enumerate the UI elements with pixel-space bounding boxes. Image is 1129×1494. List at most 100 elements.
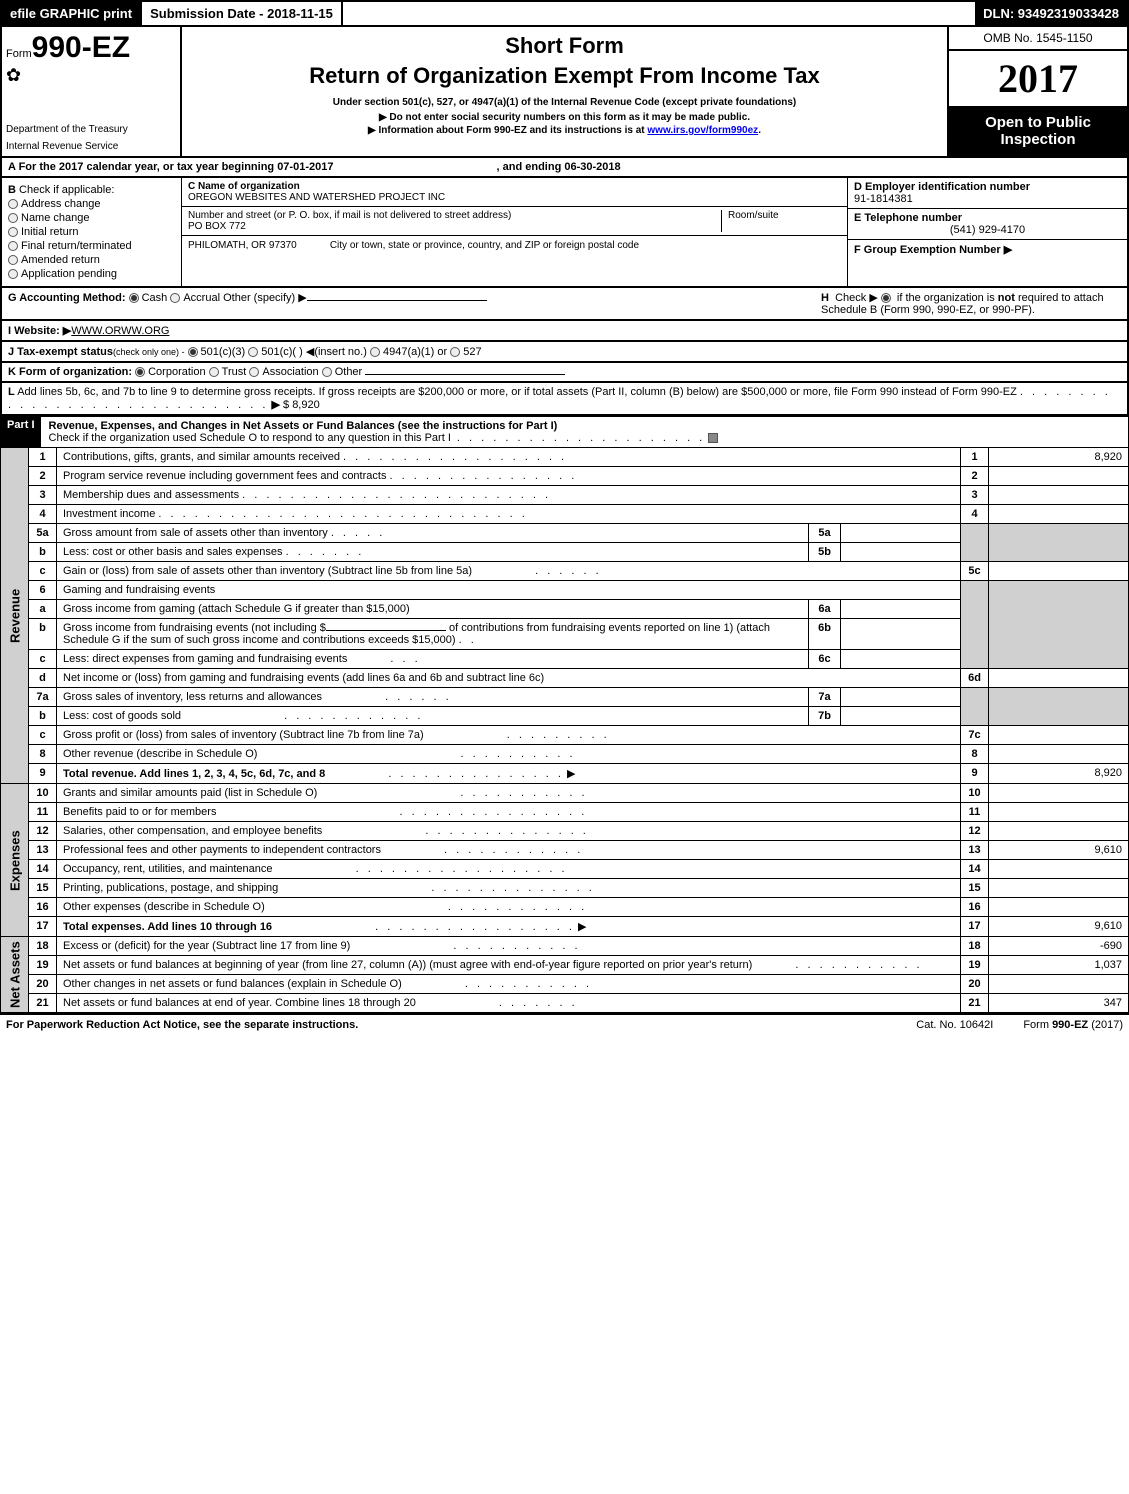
line13-box: 13 (961, 841, 989, 860)
section-c: C Name of organization OREGON WEBSITES A… (182, 178, 847, 286)
line13-num: 13 (29, 841, 57, 860)
form-footer-prefix: Form (1023, 1019, 1052, 1031)
phone-label: E Telephone number (854, 212, 962, 224)
line1-box: 1 (961, 448, 989, 467)
radio-trust[interactable] (209, 367, 219, 377)
line11-box: 11 (961, 803, 989, 822)
ein-value: 91-1814381 (854, 193, 1121, 205)
section-l-text: Add lines 5b, 6c, and 7b to line 9 to de… (17, 386, 1017, 398)
line17-text: Total expenses. Add lines 10 through 16 (63, 921, 272, 933)
room-label: Room/suite (728, 210, 841, 221)
form-footer-form: 990-EZ (1052, 1019, 1088, 1031)
line9-box: 9 (961, 764, 989, 784)
checkbox-amended-return[interactable] (8, 255, 18, 265)
dept-treasury: Department of the Treasury (6, 124, 176, 135)
line6b-num: b (29, 619, 57, 650)
line8-box: 8 (961, 745, 989, 764)
header-right: OMB No. 1545-1150 2017 Open to Public In… (947, 27, 1127, 156)
line4-amt (989, 505, 1129, 524)
section-k-form-org: K Form of organization: Corporation Trus… (0, 363, 1129, 383)
line6c-text: Less: direct expenses from gaming and fu… (63, 653, 347, 665)
line7b-num: b (29, 707, 57, 726)
radio-501c[interactable] (248, 347, 258, 357)
section-l-letter: L (8, 386, 15, 398)
form-prefix: Form (6, 48, 32, 60)
line7a-text: Gross sales of inventory, less returns a… (63, 691, 322, 703)
line6d-text: Net income or (loss) from gaming and fun… (63, 672, 544, 684)
opt-trust: Trust (222, 366, 247, 378)
other-org-line (365, 374, 565, 375)
line5a-num: 5a (29, 524, 57, 543)
line6d-box: 6d (961, 669, 989, 688)
opt-app-pending: Application pending (21, 268, 117, 280)
line6-num: 6 (29, 581, 57, 600)
line16-box: 16 (961, 898, 989, 917)
line14-num: 14 (29, 860, 57, 879)
line10-box: 10 (961, 784, 989, 803)
page-footer: For Paperwork Reduction Act Notice, see … (0, 1013, 1129, 1035)
section-a-ending: , and ending 06-30-2018 (497, 161, 621, 173)
form-number: 990-EZ (32, 31, 130, 64)
dln-number: DLN: 93492319033428 (975, 2, 1127, 25)
website-value[interactable]: WWW.ORWW.ORG (71, 325, 169, 337)
line15-num: 15 (29, 879, 57, 898)
part1-title: Revenue, Expenses, and Changes in Net As… (49, 420, 558, 432)
line8-num: 8 (29, 745, 57, 764)
radio-other-org[interactable] (322, 367, 332, 377)
line9-amt: 8,920 (989, 764, 1129, 784)
sidelabel-net-assets: Net Assets (1, 937, 29, 1013)
part1-label: Part I (1, 417, 41, 447)
radio-501c3[interactable] (188, 347, 198, 357)
line10-num: 10 (29, 784, 57, 803)
other-specify-line (307, 300, 487, 301)
line9-text: Total revenue. Add lines 1, 2, 3, 4, 5c,… (63, 768, 325, 780)
line12-text: Salaries, other compensation, and employ… (63, 825, 322, 837)
checkbox-final-return[interactable] (8, 241, 18, 251)
city-label: City or town, state or province, country… (330, 240, 639, 251)
radio-corporation[interactable] (135, 367, 145, 377)
line7c-text: Gross profit or (loss) from sales of inv… (63, 729, 424, 741)
line5a-sub: 5a (809, 524, 841, 543)
line18-box: 18 (961, 937, 989, 956)
section-l-arrow: ▶ (271, 399, 279, 411)
info-link[interactable]: www.irs.gov/form990ez (647, 125, 758, 136)
line19-num: 19 (29, 956, 57, 975)
efile-print-button[interactable]: efile GRAPHIC print (2, 2, 142, 25)
opt-other-org: Other (335, 366, 363, 378)
form-org-label: K Form of organization: (8, 366, 132, 378)
checkbox-address-change[interactable] (8, 199, 18, 209)
radio-4947[interactable] (370, 347, 380, 357)
checkbox-schedule-o[interactable] (708, 433, 718, 443)
line2-box: 2 (961, 467, 989, 486)
irs-label: Internal Revenue Service (6, 141, 176, 152)
checkbox-h[interactable] (881, 293, 891, 303)
line2-num: 2 (29, 467, 57, 486)
open-line2: Inspection (953, 131, 1123, 148)
line21-amt: 347 (989, 994, 1129, 1013)
line7a-sub: 7a (809, 688, 841, 707)
line16-amt (989, 898, 1129, 917)
checkbox-initial-return[interactable] (8, 227, 18, 237)
radio-cash[interactable] (129, 293, 139, 303)
checkbox-app-pending[interactable] (8, 269, 18, 279)
website-label: I Website: ▶ (8, 325, 71, 337)
section-a-tax-year: A For the 2017 calendar year, or tax yea… (0, 158, 1129, 178)
line19-amt: 1,037 (989, 956, 1129, 975)
line6a-sub: 6a (809, 600, 841, 619)
org-name-label: C Name of organization (188, 181, 300, 192)
radio-association[interactable] (249, 367, 259, 377)
gross-receipts-amount: $ 8,920 (283, 399, 320, 411)
line18-num: 18 (29, 937, 57, 956)
notice-ssn: ▶ Do not enter social security numbers o… (188, 112, 941, 123)
line5a-text: Gross amount from sale of assets other t… (63, 527, 328, 539)
radio-accrual[interactable] (170, 293, 180, 303)
line6a-num: a (29, 600, 57, 619)
radio-527[interactable] (450, 347, 460, 357)
line20-text: Other changes in net assets or fund bala… (63, 978, 402, 990)
ein-label: D Employer identification number (854, 181, 1030, 193)
line6c-sub: 6c (809, 650, 841, 669)
line19-text: Net assets or fund balances at beginning… (63, 959, 752, 971)
line9-num: 9 (29, 764, 57, 784)
line4-text: Investment income (63, 508, 155, 520)
checkbox-name-change[interactable] (8, 213, 18, 223)
